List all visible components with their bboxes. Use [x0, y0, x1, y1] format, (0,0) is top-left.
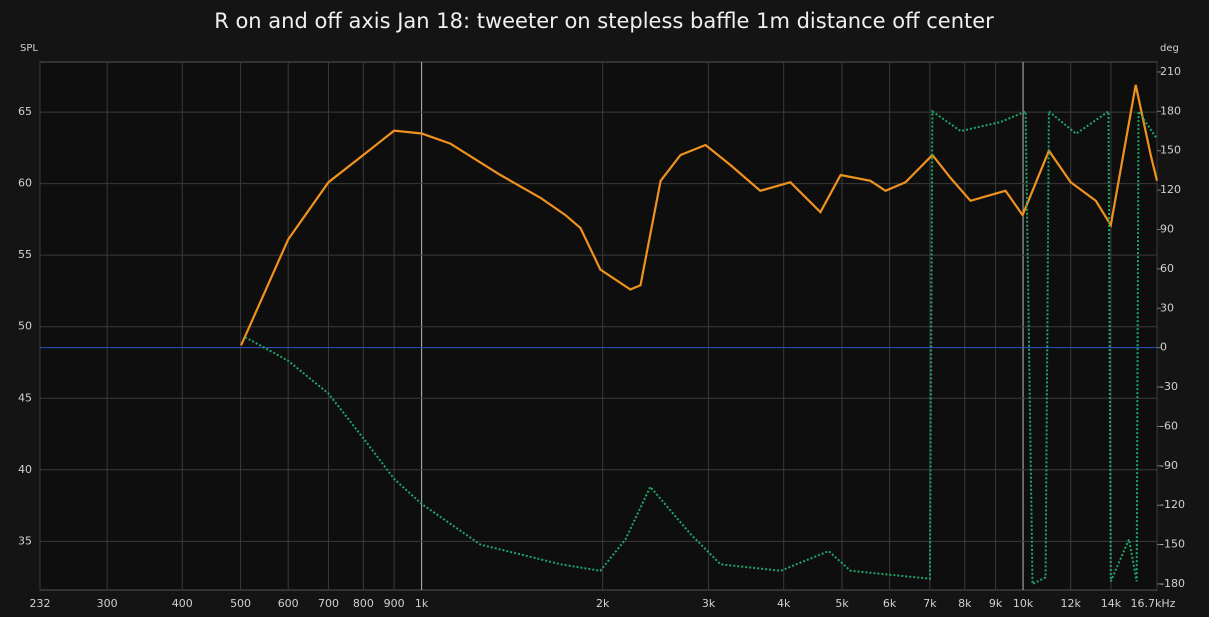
y-axis-label: SPL [20, 43, 38, 54]
y-tick-label: 60 [18, 177, 32, 190]
y2-tick-label: -90 [1160, 459, 1178, 472]
chart-title: R on and off axis Jan 18: tweeter on ste… [214, 9, 994, 33]
y-tick-label: 50 [18, 320, 32, 333]
x-tick-label: 800 [353, 597, 374, 610]
plot-area [39, 61, 1158, 591]
x-tick-label: 1k [415, 597, 429, 610]
y2-tick-label: 180 [1160, 104, 1181, 117]
x-tick-label: 14k [1101, 597, 1122, 610]
y2-tick-label: 150 [1160, 144, 1181, 157]
x-tick-label: 900 [384, 597, 405, 610]
x-tick-label: 2k [596, 597, 610, 610]
y2-tick-label: 120 [1160, 183, 1181, 196]
x-tick-label: 16.7kHz [1131, 597, 1176, 610]
x-tick-label: 400 [172, 597, 193, 610]
y2-tick-label: 0 [1160, 341, 1167, 354]
spl-line [240, 84, 1159, 346]
y2-tick-label: -120 [1160, 498, 1185, 511]
y2-tick-label: -180 [1160, 577, 1185, 590]
x-tick-label: 10k [1013, 597, 1034, 610]
y2-tick-label: -60 [1160, 419, 1178, 432]
y-tick-label: 65 [18, 105, 32, 118]
y2-axis-label: deg [1160, 43, 1179, 54]
y2-tick-label: 30 [1160, 301, 1174, 314]
x-tick-label: 9k [989, 597, 1003, 610]
phase-line [244, 108, 1158, 586]
y2-tick-label: 60 [1160, 262, 1174, 275]
y2-tick-label: 210 [1160, 65, 1181, 78]
x-tick-label: 6k [883, 597, 897, 610]
x-tick-label: 3k [702, 597, 716, 610]
x-tick-label: 500 [230, 597, 251, 610]
y2-tick-label: -30 [1160, 380, 1178, 393]
y2-tick-label: 90 [1160, 223, 1174, 236]
x-tick-label: 8k [958, 597, 972, 610]
x-tick-label: 4k [777, 597, 791, 610]
y-tick-label: 40 [18, 463, 32, 476]
x-tick-label: 232 [30, 597, 51, 610]
x-tick-label: 700 [318, 597, 339, 610]
x-tick-label: 600 [278, 597, 299, 610]
y-tick-label: 45 [18, 391, 32, 404]
y2-tick-label: -150 [1160, 538, 1185, 551]
x-tick-label: 12k [1060, 597, 1081, 610]
x-tick-label: 5k [835, 597, 849, 610]
y-tick-label: 35 [18, 534, 32, 547]
y-tick-label: 55 [18, 248, 32, 261]
x-tick-label: 300 [97, 597, 118, 610]
x-tick-label: 7k [923, 597, 937, 610]
